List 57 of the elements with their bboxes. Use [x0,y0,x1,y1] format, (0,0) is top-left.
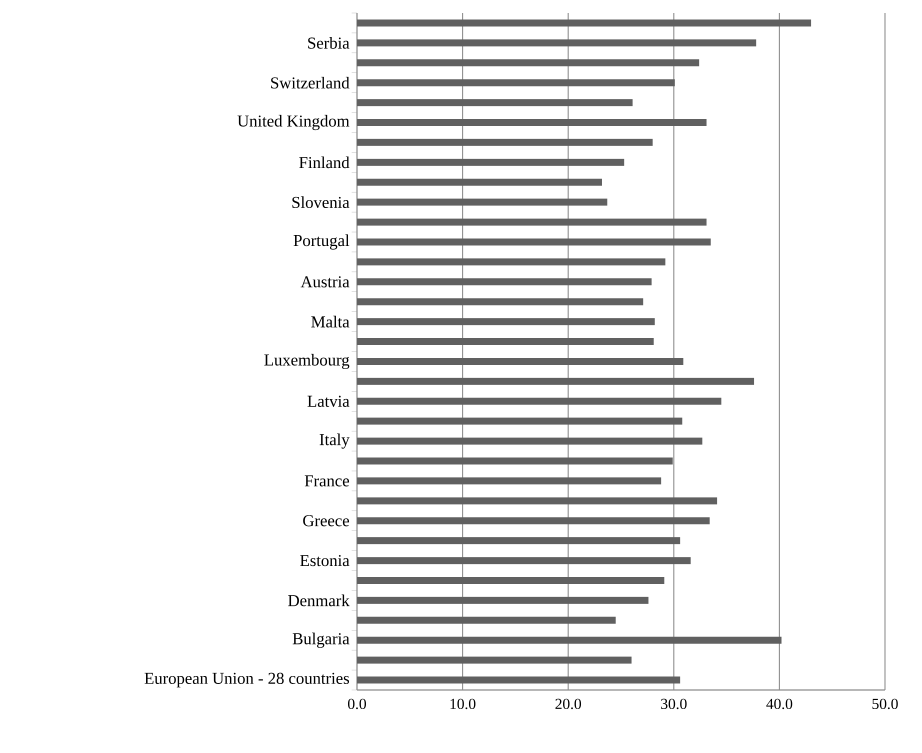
bar [357,39,756,46]
bar [357,158,624,166]
x-tick-label: 0.0 [348,698,366,710]
bar [357,178,602,186]
y-tick-label: Denmark [288,594,350,606]
bar [357,278,652,286]
bar [357,378,754,385]
x-tick-label: 20.0 [555,698,582,710]
bar [357,537,680,544]
bar [357,418,682,425]
y-tick-label: Serbia [308,37,350,49]
bar [357,517,710,524]
y-tick-label: Switzerland [271,76,350,89]
bar [357,19,812,26]
bar [357,676,680,684]
y-tick-label: Bulgaria [292,632,350,648]
x-tick-label: 50.0 [872,698,898,710]
bar [357,358,684,365]
y-tick-label: France [304,475,350,486]
bar [357,338,654,346]
bar [357,318,655,326]
y-tick-label: Slovenia [292,196,350,208]
bar [357,557,691,564]
bar [357,258,666,266]
y-tick-label: Italy [320,434,350,449]
y-tick-label: Portugal [294,234,350,250]
y-tick-label: United Kingdom [237,114,350,130]
bar [357,119,707,126]
y-tick-label: Luxembourg [264,354,350,370]
x-tick-label: 10.0 [450,698,476,710]
y-tick-label: European Union - 28 countries [144,672,350,688]
bar [357,138,653,146]
y-tick-label: Latvia [308,396,350,407]
bar [357,596,648,604]
x-tick-label: 30.0 [661,698,687,710]
y-tick-label: Estonia [300,554,350,566]
bar [357,616,616,624]
bar [357,438,702,445]
bar [357,198,608,206]
bar [357,458,673,465]
x-tick-label: 40.0 [766,698,792,710]
bar [357,576,664,584]
y-tick-label: Greece [303,515,350,526]
y-tick-label: Malta [311,316,350,328]
y-tick-label: Austria [300,276,350,288]
bar [357,99,633,106]
bar [357,79,675,86]
bar [357,497,718,504]
bar [357,298,644,306]
bar [357,477,662,484]
bar [357,218,707,226]
bar [357,636,782,644]
bar [357,238,711,246]
y-tick-label: Finland [299,156,350,168]
bar [357,656,632,664]
bar [357,398,722,405]
bar [357,59,700,66]
